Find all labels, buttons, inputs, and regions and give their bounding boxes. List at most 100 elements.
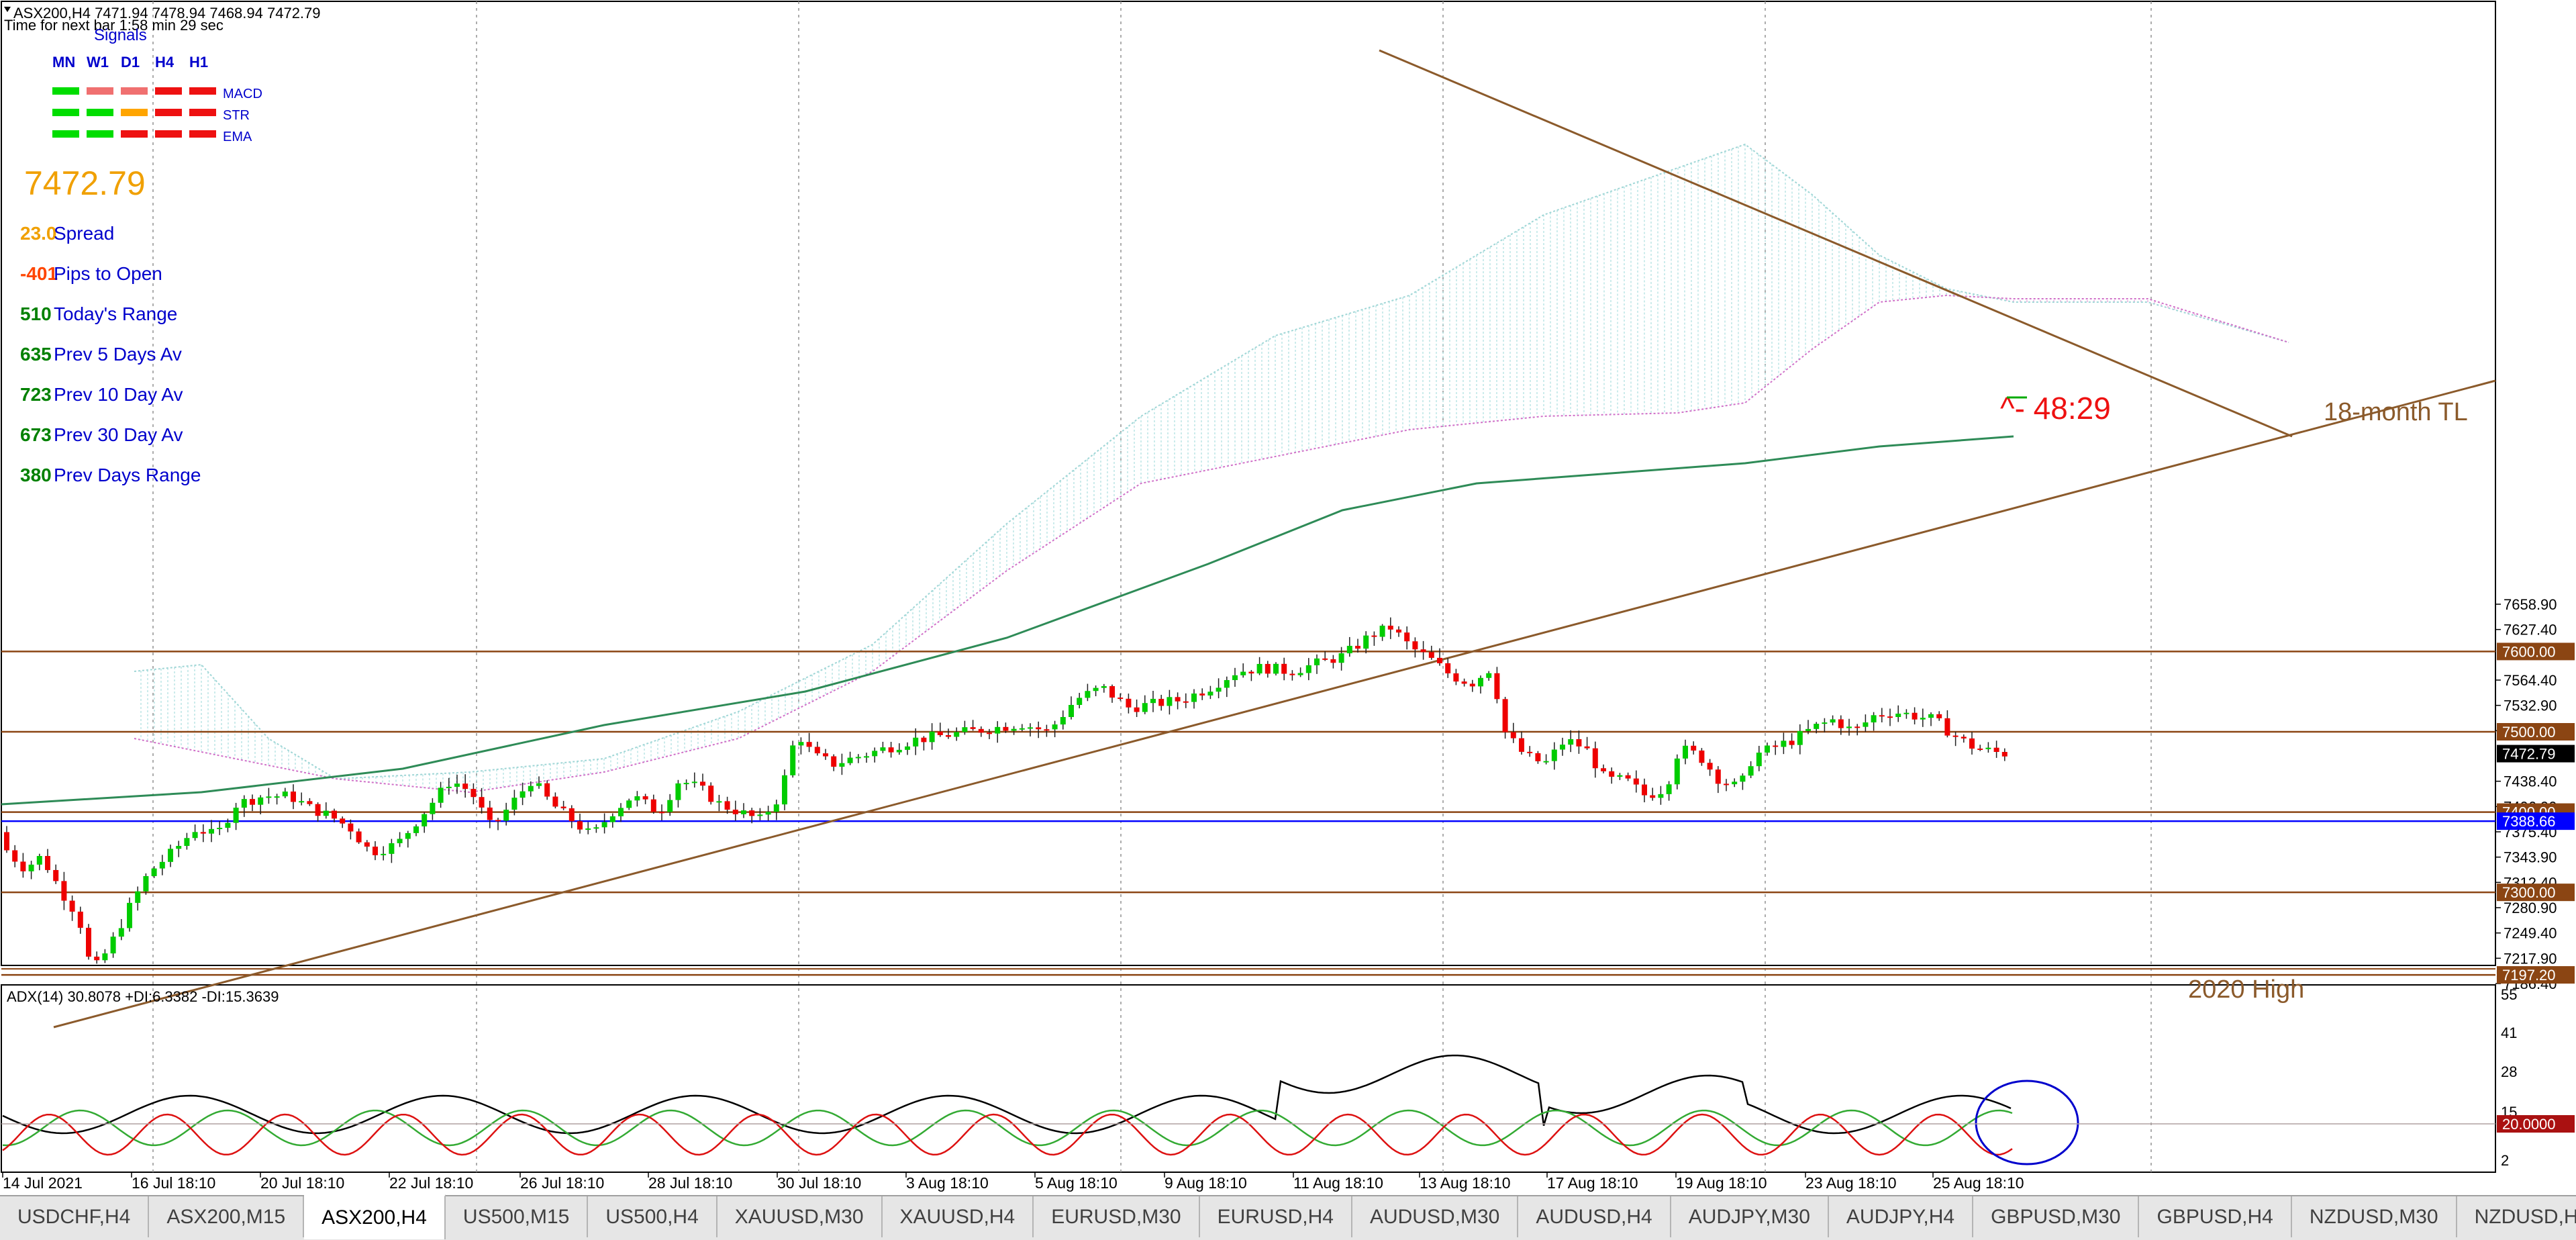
candle-body	[798, 742, 804, 746]
candle-body	[1936, 714, 1942, 718]
candle-body	[1175, 697, 1181, 702]
candle-body	[609, 816, 615, 822]
signal-row-label: STR	[223, 108, 250, 123]
candle-body	[1437, 657, 1442, 663]
candle-body	[519, 791, 526, 798]
chart-tab[interactable]: US500,M15	[446, 1196, 589, 1237]
candle-body	[479, 797, 485, 808]
candle-body	[962, 727, 968, 732]
candle-body	[332, 810, 337, 819]
horizontal-levels	[1, 651, 2495, 976]
candle-body	[495, 820, 501, 822]
price-tick-label: 7343.90	[2504, 849, 2557, 866]
stat-label: Prev 30 Day Av	[54, 424, 183, 445]
candle-body	[20, 861, 26, 871]
chart-tab[interactable]: XAUUSD,M30	[717, 1196, 883, 1237]
candle-body	[397, 839, 403, 843]
chart-tab[interactable]: EURUSD,H4	[1200, 1196, 1352, 1237]
chart-tab[interactable]: US500,H4	[588, 1196, 717, 1237]
chart-tab[interactable]: AUDJPY,H4	[1829, 1196, 1974, 1237]
chart-tab[interactable]: XAUUSD,H4	[883, 1196, 1034, 1237]
candle-body	[1920, 718, 1926, 720]
signal-cell	[189, 130, 216, 138]
candle-body	[135, 891, 141, 903]
candle-body	[1814, 724, 1820, 729]
signal-cell	[155, 130, 182, 138]
candle-body	[1412, 641, 1418, 650]
candle-body	[1167, 697, 1173, 706]
chart-tab[interactable]: GBPUSD,H4	[2139, 1196, 2292, 1237]
adx-highlight-circle	[1975, 1080, 2079, 1165]
chart-tab[interactable]: NZDUSD,H4	[2457, 1196, 2576, 1237]
candle-body	[1420, 649, 1426, 653]
candle-body	[601, 822, 607, 828]
candle-body	[413, 826, 419, 833]
chart-tab[interactable]: EURUSD,M30	[1034, 1196, 1200, 1237]
time-axis-label: 22 Jul 18:10	[389, 1174, 473, 1192]
chart-tab[interactable]: USDCHF,H4	[0, 1196, 150, 1237]
candle-body	[446, 786, 452, 788]
level-price-label: 7600.00	[2502, 643, 2556, 660]
candle-body	[1355, 645, 1360, 649]
candle-body	[757, 814, 763, 816]
level-price-label: 7500.00	[2502, 724, 2556, 741]
stat-value: 510	[20, 303, 52, 324]
candle-body	[1642, 784, 1647, 796]
candle-body	[806, 742, 812, 747]
candle-body	[282, 792, 288, 797]
chart-tab[interactable]: AUDJPY,M30	[1671, 1196, 1829, 1237]
candle-body	[1338, 653, 1344, 663]
candle-body	[340, 818, 346, 824]
candle-body	[241, 799, 247, 808]
candle-body	[782, 775, 787, 805]
level-price-label: 7197.20	[2502, 967, 2556, 984]
time-axis-label: 23 Aug 18:10	[1805, 1174, 1897, 1192]
candle-body	[1601, 768, 1606, 771]
candle-body	[1281, 663, 1287, 674]
candle-body	[1019, 728, 1025, 730]
signal-cell	[121, 87, 148, 95]
candle-body	[1126, 698, 1132, 708]
stat-value: -401	[20, 263, 58, 284]
symbol-line: ASX200,H4 7471.94 7478.94 7468.94 7472.7…	[13, 5, 321, 21]
candle-body	[872, 751, 878, 757]
candle-body	[1977, 749, 1983, 751]
candle-body	[675, 783, 681, 800]
adx-tick-label: 55	[2501, 986, 2517, 1003]
candle-body	[462, 783, 468, 790]
candle-body	[454, 783, 460, 787]
chart-tab[interactable]: ASX200,M15	[149, 1196, 305, 1237]
chart-menu-arrow-icon[interactable]	[4, 7, 11, 12]
candle-body	[1609, 771, 1615, 777]
candle-body	[1551, 749, 1557, 761]
signal-timeframe: W1	[87, 54, 109, 70]
candle-body	[1494, 673, 1500, 700]
candle-body	[1969, 738, 1975, 749]
chart-tab[interactable]: AUDUSD,M30	[1352, 1196, 1519, 1237]
candle-body	[110, 937, 116, 954]
candle-body	[1691, 745, 1697, 751]
price-tick-label: 7627.40	[2504, 622, 2557, 638]
trendline-18-month[interactable]	[53, 379, 2496, 1029]
chart-tab[interactable]: GBPUSD,M30	[1973, 1196, 2140, 1237]
current-price-label: 7472.79	[2502, 746, 2556, 763]
candle-body	[1805, 728, 1811, 731]
trendline-descending[interactable]	[1379, 49, 2293, 438]
candle-body	[1093, 687, 1099, 691]
chart-tab[interactable]: NZDUSD,M30	[2292, 1196, 2457, 1237]
candle-body	[1871, 715, 1877, 723]
chart-tab[interactable]: ASX200,H4	[304, 1194, 446, 1239]
candle-body	[1207, 691, 1213, 696]
level-price-box	[2497, 884, 2575, 902]
candle-body	[1527, 751, 1533, 753]
candle-body	[954, 732, 960, 737]
candle-body	[1044, 729, 1050, 731]
chart-tab[interactable]: AUDUSD,H4	[1518, 1196, 1671, 1237]
time-axis-label: 11 Aug 18:10	[1293, 1174, 1383, 1192]
candle-body	[1077, 698, 1083, 706]
candle-body	[266, 796, 272, 798]
candle-body	[192, 832, 198, 839]
candle-body	[765, 812, 771, 815]
